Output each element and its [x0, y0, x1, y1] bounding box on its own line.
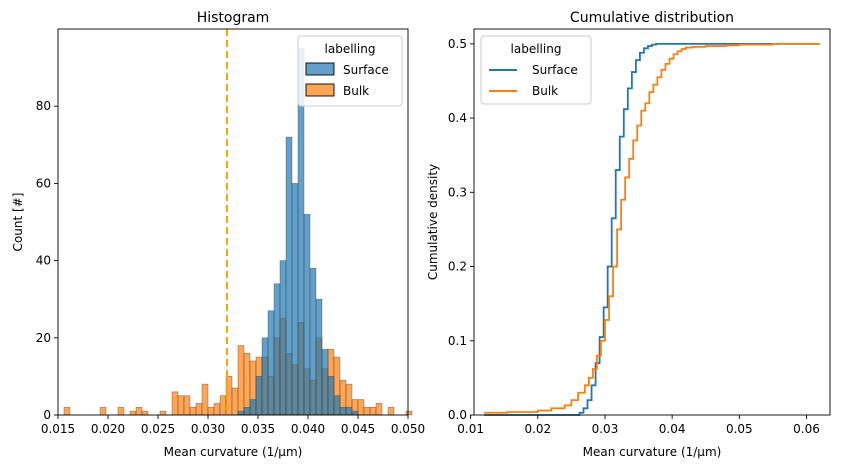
x-tick-label: 0.035	[241, 422, 275, 436]
y-tick-label: 40	[36, 254, 51, 268]
bar-bulk	[369, 406, 377, 416]
bar-bulk	[171, 391, 179, 416]
bar-surface	[309, 268, 317, 416]
x-tick-label: 0.040	[291, 422, 325, 436]
bar-surface	[243, 406, 251, 416]
bar-surface	[333, 395, 341, 416]
bar-surface	[237, 410, 245, 416]
bar-surface	[327, 376, 335, 416]
legend-label-surface: Surface	[343, 63, 389, 77]
bar-surface	[279, 260, 287, 416]
y-tick-label: 0.1	[448, 334, 467, 348]
legend-title: labelling	[325, 42, 376, 56]
axes-frame	[57, 28, 409, 416]
bar-surface	[351, 410, 359, 416]
x-tick-label: 0.05	[726, 422, 753, 436]
bar-bulk	[141, 410, 149, 416]
x-tick-label: 0.045	[341, 422, 375, 436]
bar-bulk	[159, 410, 167, 416]
bar-bulk	[213, 403, 221, 416]
y-tick-label: 0.5	[448, 37, 467, 51]
bar-bulk	[219, 395, 227, 416]
bar-surface	[339, 406, 347, 416]
bar-surface	[285, 136, 293, 416]
bar-surface	[291, 183, 299, 416]
legend-label-bulk: Bulk	[343, 84, 369, 98]
bar-bulk	[63, 406, 71, 416]
legend: labelling Surface Bulk	[297, 35, 403, 107]
bar-bulk	[201, 383, 209, 416]
bar-surface	[267, 310, 275, 416]
cumulative-plot: 0.01 0.02 0.03 0.04 0.05 0.06 0.0 0.1 0.2 0.3 0.4 0…	[426, 10, 831, 459]
x-tick-label: 0.015	[41, 422, 75, 436]
bar-bulk	[117, 406, 125, 416]
legend-swatch-bulk	[305, 83, 335, 97]
bar-bulk	[195, 403, 203, 416]
bar-bulk	[135, 406, 143, 416]
x-tick-label: 0.050	[391, 422, 425, 436]
bar-bulk	[207, 406, 215, 416]
x-tick-label: 0.04	[659, 422, 686, 436]
y-tick-label: 0.0	[448, 408, 467, 422]
y-tick-label: 0	[43, 408, 51, 422]
series-bulk-line	[484, 42, 820, 414]
y-tick-label: 0.3	[448, 185, 467, 199]
axes-frame	[473, 28, 831, 416]
bar-surface	[321, 349, 329, 416]
y-axis-label: Cumulative density	[426, 164, 440, 280]
bar-surface	[315, 298, 323, 416]
x-tick-label: 0.020	[91, 422, 125, 436]
bar-bulk	[363, 406, 371, 416]
y-tick-label: 0.4	[448, 111, 467, 125]
x-tick-label: 0.030	[191, 422, 225, 436]
bar-bulk	[183, 395, 191, 416]
x-axis-label: Mean curvature (1/μm)	[583, 445, 722, 459]
bar-bulk	[387, 406, 395, 416]
chart-title: Histogram	[197, 10, 270, 26]
series-surface-bars	[237, 47, 359, 416]
x-axis-label: Mean curvature (1/μm)	[164, 445, 303, 459]
bar-surface	[345, 406, 353, 416]
legend-box	[480, 35, 592, 105]
x-tick-label: 0.02	[524, 422, 551, 436]
bar-surface	[273, 283, 281, 416]
y-tick-label: 60	[36, 176, 51, 190]
y-tick-label: 0.2	[448, 260, 467, 274]
chart-title: Cumulative distribution	[570, 10, 734, 26]
x-tick-label: 0.01	[457, 422, 484, 436]
bar-bulk	[99, 406, 107, 416]
bar-bulk	[375, 403, 383, 416]
bar-bulk	[237, 345, 245, 416]
x-tick-label: 0.03	[592, 422, 619, 436]
bar-bulk	[357, 399, 365, 416]
legend-title: labelling	[511, 42, 562, 56]
bar-bulk	[189, 406, 197, 416]
legend-label-surface: Surface	[532, 63, 578, 77]
y-axis-label: Count [#]	[11, 193, 25, 252]
y-tick-label: 80	[36, 99, 51, 113]
y-tick-label: 20	[36, 331, 51, 345]
bar-bulk	[231, 387, 239, 416]
bar-bulk	[243, 352, 251, 416]
bar-surface	[303, 213, 311, 416]
bar-surface	[249, 399, 257, 416]
histogram-plot: 0.015 0.020 0.025 0.030 0.035 0.040 0.045 0.050…	[11, 10, 425, 459]
series-surface-line	[484, 42, 820, 416]
x-tick-label: 0.025	[141, 422, 175, 436]
bar-surface	[261, 337, 269, 416]
bar-surface	[255, 376, 263, 416]
legend: labelling Surface Bulk	[480, 35, 592, 105]
bar-bulk	[177, 395, 185, 416]
bar-bulk	[129, 410, 137, 416]
x-tick-label: 0.06	[793, 422, 820, 436]
legend-swatch-surface	[305, 62, 335, 76]
series-bulk-bars	[63, 318, 413, 416]
bar-bulk	[405, 410, 413, 416]
legend-label-bulk: Bulk	[532, 84, 558, 98]
